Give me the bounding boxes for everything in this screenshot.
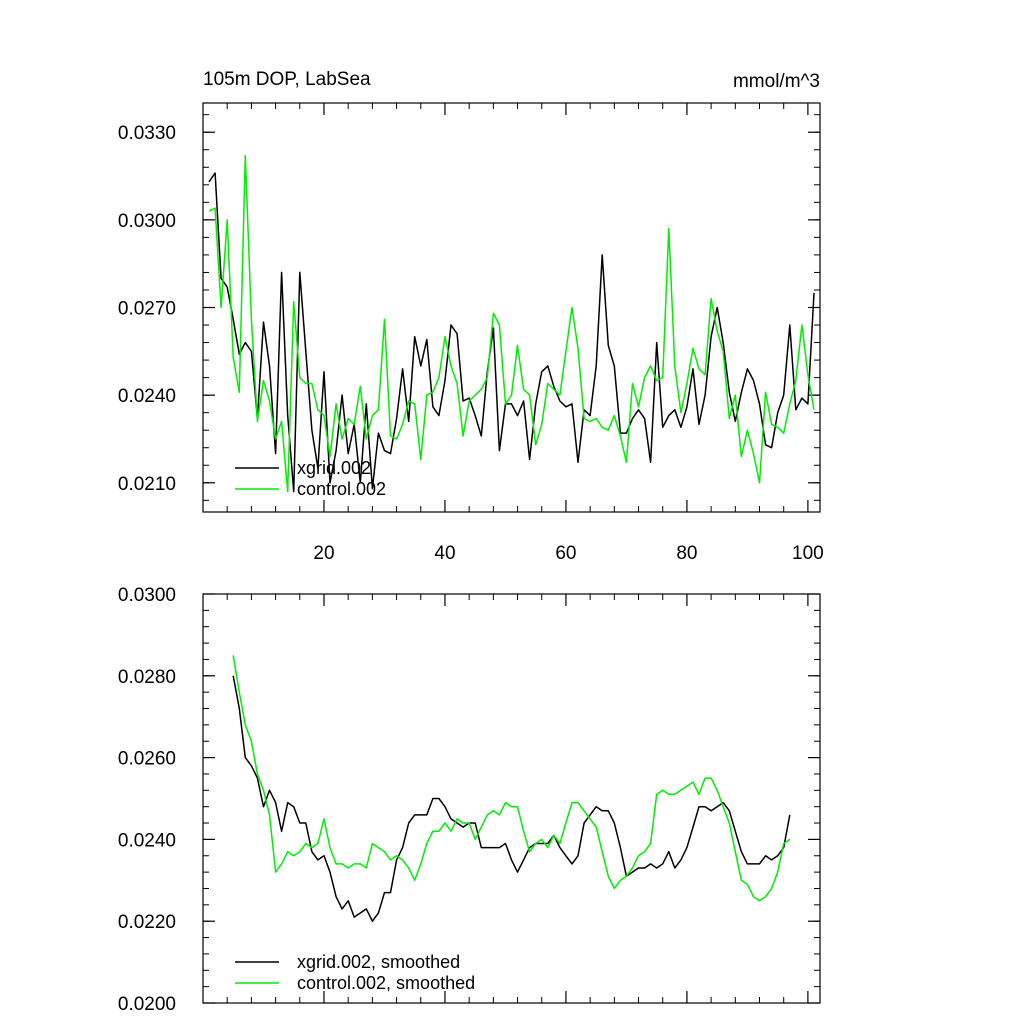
y-tick-label: 0.0330 xyxy=(118,123,176,144)
y-tick-label: 0.0200 xyxy=(118,994,176,1015)
y-tick-label: 0.0260 xyxy=(118,749,176,770)
legend-label: control.002, smoothed xyxy=(297,973,475,993)
x-tick-label: 80 xyxy=(676,543,697,564)
legend-label: xgrid.002 xyxy=(297,458,371,478)
top-chart-title: 105m DOP, LabSea xyxy=(203,69,371,90)
x-tick-label: 60 xyxy=(555,543,576,564)
top-chart-panel: 105m DOP, LabSea mmol/m^3 0.0210 0.0240 0.… xyxy=(118,69,824,564)
series-line-xgrid-002-smoothed xyxy=(232,675,791,922)
legend-label: control.002 xyxy=(297,479,386,499)
bottom-chart-panel: 0.0200 0.0220 0.0240 0.0260 0.0280 0.0300 xgri… xyxy=(118,585,821,1015)
y-tick-label: 0.0300 xyxy=(118,211,176,232)
y-tick-label: 0.0270 xyxy=(118,299,176,320)
y-tick-label: 0.0280 xyxy=(118,667,176,688)
y-tick-label: 0.0240 xyxy=(118,830,176,851)
y-tick-label: 0.0220 xyxy=(118,912,176,933)
series-line-control-002-smoothed xyxy=(232,655,791,902)
plot-frame xyxy=(202,593,821,1004)
x-tick-label: 20 xyxy=(313,543,334,564)
y-tick-label: 0.0210 xyxy=(118,474,176,495)
y-tick-label: 0.0300 xyxy=(118,585,176,606)
series-line-xgrid-002 xyxy=(208,172,815,493)
y-tick-label: 0.0240 xyxy=(118,386,176,407)
series-line-control-002 xyxy=(208,154,815,493)
x-tick-label: 100 xyxy=(792,543,824,564)
x-tick-label: 40 xyxy=(434,543,455,564)
legend-label: xgrid.002, smoothed xyxy=(297,952,460,972)
top-chart-units: mmol/m^3 xyxy=(733,71,820,92)
